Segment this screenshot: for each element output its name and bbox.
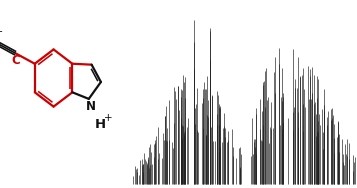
- Text: −: −: [0, 27, 3, 37]
- Text: H: H: [95, 118, 106, 131]
- Text: +: +: [104, 113, 112, 123]
- Text: N: N: [85, 100, 95, 113]
- Text: C: C: [11, 54, 20, 67]
